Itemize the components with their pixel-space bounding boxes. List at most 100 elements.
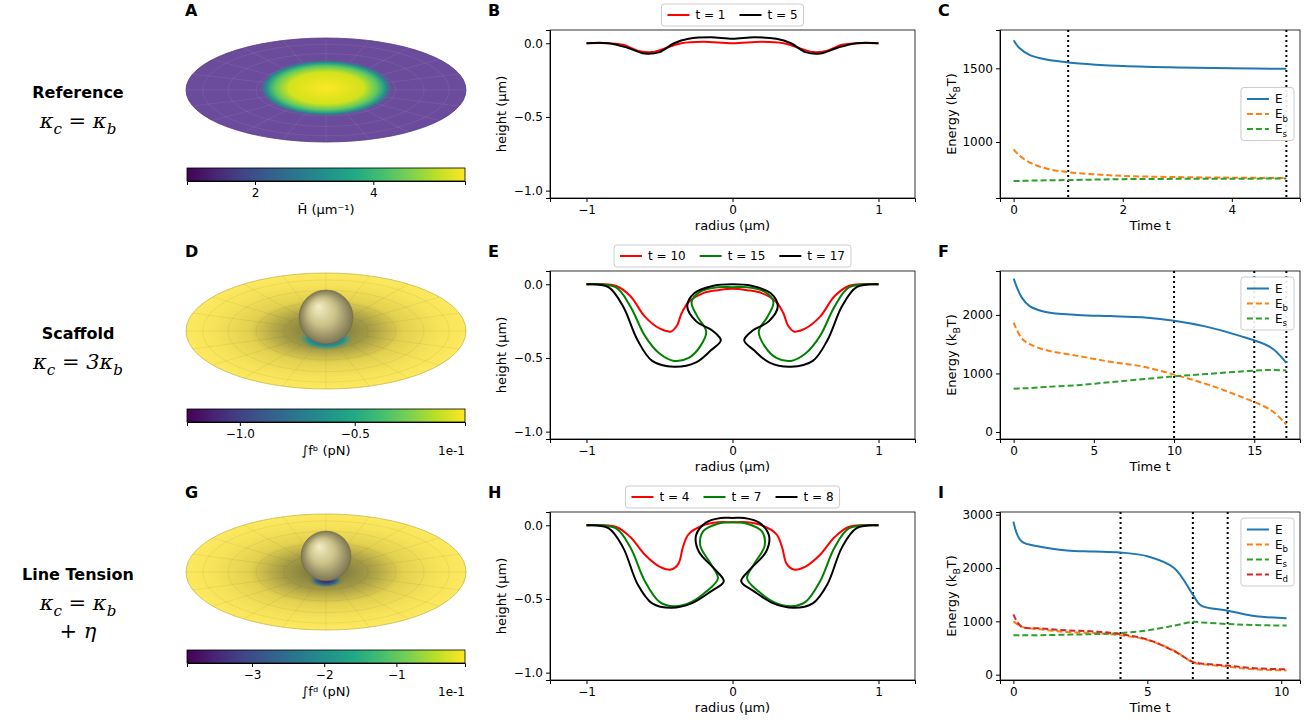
tick-label: 2 — [252, 186, 260, 200]
tick-label: 2 — [1119, 203, 1127, 217]
membrane-disc — [186, 514, 466, 630]
tick-mark — [879, 680, 880, 684]
legend-label: t = 10 — [648, 249, 686, 263]
text-run: E — [1275, 297, 1283, 311]
text-run: = 3κ — [55, 350, 113, 374]
tick-mark — [733, 680, 734, 684]
tick: 5 — [1091, 439, 1099, 458]
tick: 0 — [1010, 198, 1018, 217]
plot-area — [550, 271, 915, 439]
tick-mark — [546, 191, 550, 192]
legend-label: Es — [1275, 122, 1288, 139]
legend-item: t = 1 — [667, 8, 725, 22]
tick: 0 — [729, 439, 737, 458]
legend-box — [1241, 518, 1294, 586]
tick-mark — [1123, 198, 1124, 202]
tick-mark — [546, 117, 550, 118]
tick-mark — [996, 432, 1000, 433]
membrane-disc — [186, 38, 466, 142]
text-run: Energy (k — [944, 92, 959, 155]
legend-swatch — [776, 496, 798, 498]
x-axis-title: Time t — [1128, 218, 1170, 233]
axis: −1.0−0.5 — [188, 422, 466, 441]
reference-line — [1120, 512, 1122, 680]
mesh — [186, 514, 466, 630]
tick: 4 — [370, 181, 378, 200]
y-axis-title: Energy (kBT) — [944, 314, 962, 396]
mesh-spoke — [244, 525, 302, 558]
row-equation: κc = κb — [39, 109, 117, 138]
tick: −1 — [578, 680, 596, 699]
tick-label: 3000 — [962, 508, 993, 522]
legend-swatch — [1247, 559, 1269, 561]
text-run: height (μm) — [494, 76, 509, 153]
row-equation: κc = 3κb — [32, 350, 123, 379]
legend-swatch — [1247, 303, 1269, 305]
tick: 1 — [875, 680, 883, 699]
panel-letter: A — [185, 1, 198, 20]
legend-item: Ed — [1247, 568, 1288, 585]
axis: −1.0−0.50.0 — [514, 513, 551, 681]
plot-frame — [1000, 30, 1300, 198]
mesh-spoke — [244, 345, 302, 378]
text-run: E — [1275, 538, 1283, 552]
axis-line — [1001, 681, 1301, 685]
tick: 0 — [729, 198, 737, 217]
legend-item: E — [1247, 282, 1283, 296]
legend-item: Es — [1247, 312, 1288, 329]
axis-line — [546, 513, 551, 681]
legend-swatch — [779, 255, 801, 257]
tick: 15 — [1247, 439, 1262, 458]
legend-swatch — [1247, 98, 1269, 100]
plot-frame — [550, 30, 915, 198]
tick-label: 1500 — [962, 62, 993, 76]
tick-label: 2000 — [962, 308, 993, 322]
series-line — [1013, 614, 1286, 669]
plot-frame — [550, 512, 915, 680]
mesh-spoke — [339, 348, 369, 387]
legend-item: t = 7 — [703, 490, 761, 504]
panel: 24H̄ (μm⁻¹)Referenceκc = κbA — [32, 1, 466, 217]
mesh-spoke — [186, 572, 284, 573]
legend: EEbEs — [1241, 88, 1294, 141]
axis-line — [551, 681, 916, 685]
text-run: d — [1283, 574, 1288, 584]
axis-line — [188, 182, 466, 186]
mesh-spoke — [351, 586, 409, 619]
mesh-spoke — [244, 284, 302, 317]
tick-label: −1.0 — [514, 184, 543, 198]
reference-line — [1067, 30, 1069, 198]
legend-box — [1241, 277, 1294, 330]
tick-mark — [1013, 680, 1014, 684]
tick-label: −0.5 — [514, 351, 543, 365]
tick-mark — [324, 663, 325, 667]
membrane-disc — [186, 273, 466, 389]
panel: 05100100020003000Time tEnergy (kBT)EEbEs… — [938, 483, 1301, 715]
legend-swatch — [1247, 288, 1269, 290]
reference-line — [1227, 512, 1229, 680]
tick-label: −1 — [578, 685, 596, 699]
bud — [301, 531, 351, 581]
tick-label: 10 — [1167, 444, 1182, 458]
tick-label: 1 — [875, 444, 883, 458]
legend-swatch — [1247, 113, 1269, 115]
legend-swatch — [1247, 574, 1269, 576]
axis-line — [546, 31, 551, 199]
text-run: b — [1283, 114, 1288, 124]
text-run: E — [1275, 282, 1283, 296]
tick-mark — [1147, 680, 1148, 684]
tick: −1.0 — [514, 425, 550, 439]
axis: −101 — [551, 439, 916, 458]
text-run: E — [1275, 312, 1283, 326]
panel: −101−1.0−0.50.0radius (μm)height (μm)t =… — [488, 242, 916, 474]
panel-letter: D — [185, 242, 198, 261]
tick: −1.0 — [514, 666, 550, 680]
tick-mark — [996, 315, 1000, 316]
series-line — [1014, 370, 1287, 389]
tick-mark — [587, 198, 588, 202]
legend-swatch — [620, 255, 642, 257]
mesh-spoke — [244, 586, 302, 619]
tick-label: 1000 — [962, 367, 993, 381]
text-run: E — [1275, 553, 1283, 567]
axis: −3−2−1 — [188, 663, 466, 682]
